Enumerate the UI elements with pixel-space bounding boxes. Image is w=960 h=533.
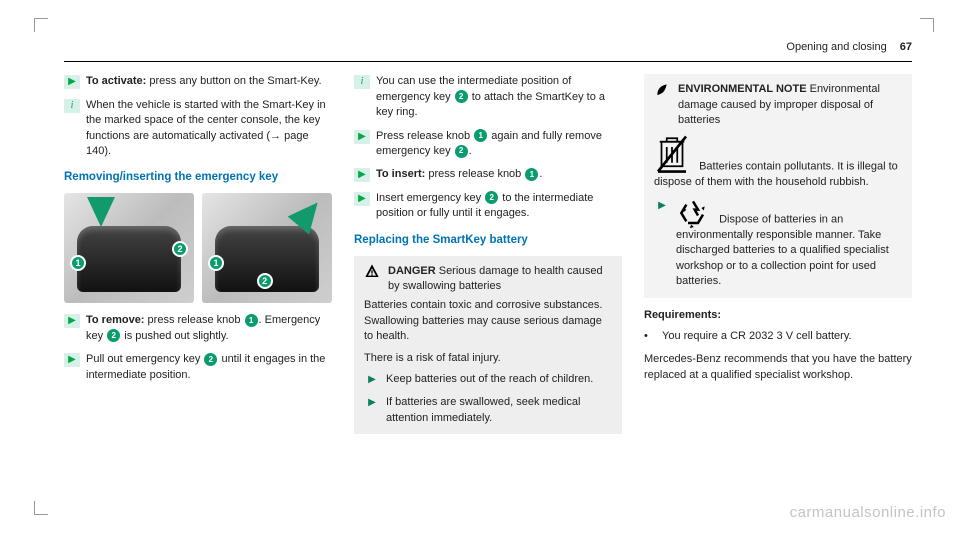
info-text: When the vehicle is started with the Sma…	[86, 98, 332, 160]
danger-paragraph: Batteries contain toxic and corrosive su…	[364, 298, 612, 344]
danger-paragraph: There is a risk of fatal injury.	[364, 351, 612, 366]
crop-mark	[34, 501, 48, 515]
bold-label: ENVIRONMENTAL NOTE	[678, 83, 807, 95]
figure-right: 1 2	[202, 193, 332, 303]
watermark: carmanualsonline.info	[790, 502, 946, 523]
action-marker-icon: ▶	[64, 353, 80, 367]
text: Insert emergency key	[376, 192, 484, 204]
step-text: To remove: press release knob 1. Emergen…	[86, 313, 332, 344]
action-marker-icon: ▶	[364, 373, 380, 387]
page-number: 67	[900, 41, 912, 53]
danger-header: DANGER Serious damage to health caused b…	[364, 264, 612, 295]
danger-bullet: ▶ If batteries are swallowed, seek medic…	[364, 395, 612, 426]
action-marker-icon: ▶	[64, 314, 80, 328]
no-bin-icon	[654, 133, 690, 175]
info-intermediate: i You can use the intermediate position …	[354, 74, 622, 120]
text: .	[469, 145, 472, 157]
bold-label: Requirements:	[644, 309, 721, 321]
step-remove: ▶ To remove: press release knob 1. Emerg…	[64, 313, 332, 344]
action-marker-icon: ▶	[364, 396, 380, 410]
text: You require a CR 2032 3 V cell battery.	[662, 329, 912, 344]
requirements-heading: Requirements:	[644, 308, 912, 323]
text: press any button on the Smart-Key.	[146, 75, 321, 87]
callout-2-icon: 2	[455, 90, 468, 103]
text: To insert: press release knob 1.	[376, 167, 622, 182]
env-note-box: ENVIRONMENTAL NOTE Environmental damage …	[644, 74, 912, 297]
figure-left: 1 2	[64, 193, 194, 303]
column-2: i You can use the intermediate position …	[354, 74, 622, 442]
callout-2-icon: 2	[204, 353, 217, 366]
env-header: ENVIRONMENTAL NOTE Environmental damage …	[654, 82, 902, 128]
step-text: Pull out emergency key 2 until it engage…	[86, 352, 332, 383]
action-marker-icon: ▶	[354, 168, 370, 182]
text: Insert emergency key 2 to the intermedia…	[376, 191, 622, 222]
danger-icon	[364, 264, 380, 278]
action-marker-icon: ▶	[354, 130, 370, 144]
text: Pull out emergency key	[86, 353, 203, 365]
action-marker-icon: ▶	[654, 199, 670, 213]
text: Press release knob	[376, 130, 473, 142]
bullet-icon: •	[644, 329, 656, 344]
info-icon: i	[354, 75, 370, 89]
recommendation: Mercedes-Benz recommends that you have t…	[644, 352, 912, 383]
text: Keep batteries out of the reach of child…	[386, 372, 612, 387]
callout-1-icon: 1	[245, 314, 258, 327]
text: .	[539, 168, 542, 180]
danger-box: DANGER Serious damage to health caused b…	[354, 256, 622, 435]
danger-title: DANGER Serious damage to health caused b…	[388, 264, 612, 295]
env-bullet: ▶ Dispose of batteries in an environment…	[654, 198, 902, 290]
emergency-key-figure: 1 2 1 2	[64, 193, 332, 303]
page-header: Opening and closing 67	[64, 40, 912, 62]
column-1: ▶ To activate: press any button on the S…	[64, 74, 332, 442]
text: press release knob	[144, 314, 243, 326]
callout-2-icon: 2	[257, 273, 273, 289]
callout-2-icon: 2	[455, 145, 468, 158]
content-columns: ▶ To activate: press any button on the S…	[64, 74, 912, 442]
action-marker-icon: ▶	[64, 75, 80, 89]
danger-bullet: ▶ Keep batteries out of the reach of chi…	[364, 372, 612, 387]
callout-1-icon: 1	[525, 168, 538, 181]
heading-remove-insert: Removing/inserting the emergency key	[64, 169, 332, 185]
env-paragraph: Batteries contain pollutants. It is ille…	[654, 133, 902, 190]
step-insert: ▶ To insert: press release knob 1.	[354, 167, 622, 182]
callout-1-icon: 1	[474, 129, 487, 142]
text: Press release knob 1 again and fully rem…	[376, 129, 622, 160]
text: is pushed out slightly.	[121, 330, 228, 342]
leaf-icon	[654, 82, 670, 96]
info-note: i When the vehicle is started with the S…	[64, 98, 332, 160]
text: press release knob	[425, 168, 524, 180]
bold-label: To insert:	[376, 168, 425, 180]
step-activate: ▶ To activate: press any button on the S…	[64, 74, 332, 89]
env-title: ENVIRONMENTAL NOTE Environmental damage …	[678, 82, 902, 128]
bold-label: DANGER	[388, 265, 436, 277]
crop-mark	[34, 18, 48, 32]
bold-label: To activate:	[86, 75, 146, 87]
text: Dispose of batteries in an environmental…	[676, 198, 902, 290]
text: If batteries are swallowed, seek medical…	[386, 395, 612, 426]
step-press-again: ▶ Press release knob 1 again and fully r…	[354, 129, 622, 160]
section-title: Opening and closing	[786, 41, 886, 53]
action-marker-icon: ▶	[354, 192, 370, 206]
info-icon: i	[64, 99, 80, 113]
step-pull: ▶ Pull out emergency key 2 until it enga…	[64, 352, 332, 383]
text: Batteries contain pollutants. It is ille…	[654, 160, 898, 187]
bold-label: To remove:	[86, 314, 144, 326]
heading-replace-battery: Replacing the SmartKey battery	[354, 232, 622, 248]
callout-2-icon: 2	[107, 329, 120, 342]
step-text: To activate: press any button on the Sma…	[86, 74, 332, 89]
step-insert-key: ▶ Insert emergency key 2 to the intermed…	[354, 191, 622, 222]
text: You can use the intermediate position of…	[376, 74, 622, 120]
column-3: ENVIRONMENTAL NOTE Environmental damage …	[644, 74, 912, 442]
callout-2-icon: 2	[172, 241, 188, 257]
recycle-icon	[676, 198, 710, 228]
callout-2-icon: 2	[485, 191, 498, 204]
crop-mark	[920, 18, 934, 32]
requirement-bullet: • You require a CR 2032 3 V cell battery…	[644, 329, 912, 344]
